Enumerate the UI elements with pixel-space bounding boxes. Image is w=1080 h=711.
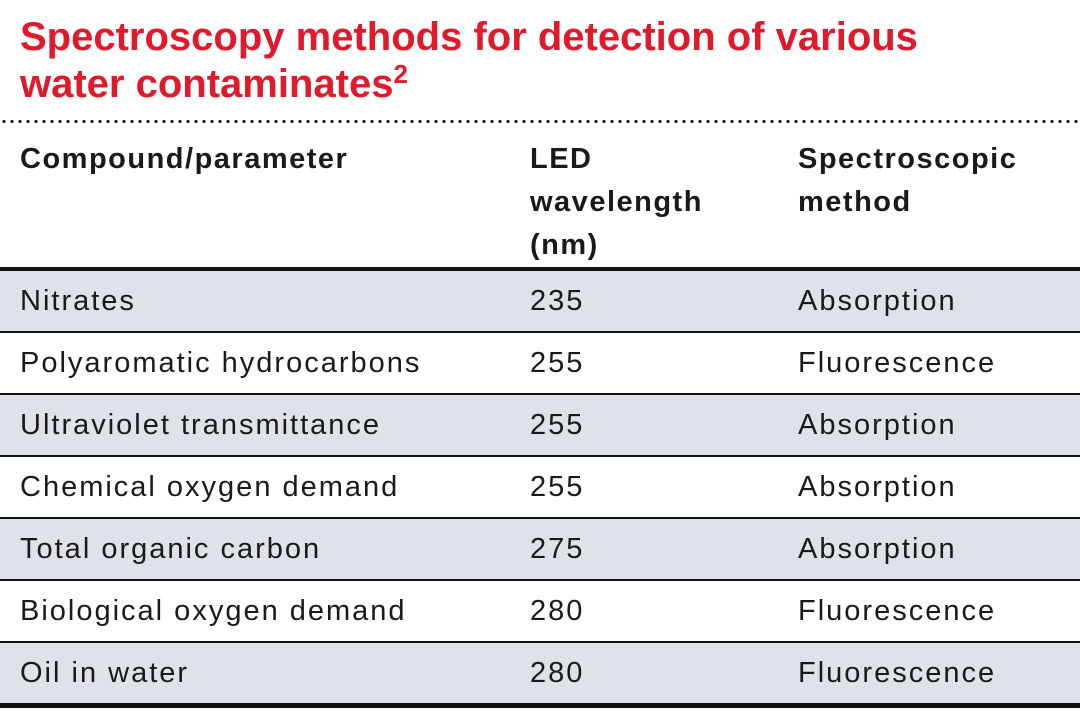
compound-cell: Chemical oxygen demand <box>20 470 400 503</box>
table-row: Chemical oxygen demand 255 Absorption <box>0 455 1080 517</box>
wavelength-cell: 255 <box>530 408 585 441</box>
dotted-divider <box>0 119 1080 124</box>
title-reference-superscript: 2 <box>393 59 408 89</box>
method-cell: Fluorescence <box>798 594 997 627</box>
wavelength-cell: 280 <box>530 656 585 689</box>
compound-cell: Oil in water <box>20 656 190 689</box>
column-header-compound: Compound/parameter <box>20 143 349 175</box>
compound-cell: Total organic carbon <box>20 532 322 565</box>
table-bottom-rule <box>0 703 1080 708</box>
method-cell: Absorption <box>798 408 957 441</box>
method-cell: Absorption <box>798 284 957 317</box>
table-row: Polyaromatic hydrocarbons 255 Fluorescen… <box>0 331 1080 393</box>
table-row: Ultraviolet transmittance 255 Absorption <box>0 393 1080 455</box>
method-cell: Absorption <box>798 532 957 565</box>
method-cell: Absorption <box>798 470 957 503</box>
title-line-2: water contaminates2 <box>20 59 408 106</box>
wavelength-cell: 275 <box>530 532 585 565</box>
table-header-row: Compound/parameter LED wavelength (nm) S… <box>0 124 1080 269</box>
compound-cell: Nitrates <box>20 284 136 317</box>
title-line-1: Spectroscopy methods for detection of va… <box>20 15 918 59</box>
wavelength-cell: 255 <box>530 346 585 379</box>
wavelength-cell: 255 <box>530 470 585 503</box>
compound-cell: Ultraviolet transmittance <box>20 408 382 441</box>
method-cell: Fluorescence <box>798 346 997 379</box>
column-header-wavelength: LED wavelength (nm) <box>530 143 703 261</box>
method-cell: Fluorescence <box>798 656 997 689</box>
compound-cell: Polyaromatic hydrocarbons <box>20 346 422 379</box>
page-title: Spectroscopy methods for detection of va… <box>0 0 1080 108</box>
table-row: Nitrates 235 Absorption <box>0 269 1080 331</box>
table-row: Total organic carbon 275 Absorption <box>0 517 1080 579</box>
wavelength-cell: 235 <box>530 284 585 317</box>
wavelength-cell: 280 <box>530 594 585 627</box>
data-table: Compound/parameter LED wavelength (nm) S… <box>0 124 1080 708</box>
compound-cell: Biological oxygen demand <box>20 594 407 627</box>
table-row: Oil in water 280 Fluorescence <box>0 641 1080 703</box>
table-row: Biological oxygen demand 280 Fluorescenc… <box>0 579 1080 641</box>
column-header-method: Spectroscopic method <box>798 143 1018 218</box>
